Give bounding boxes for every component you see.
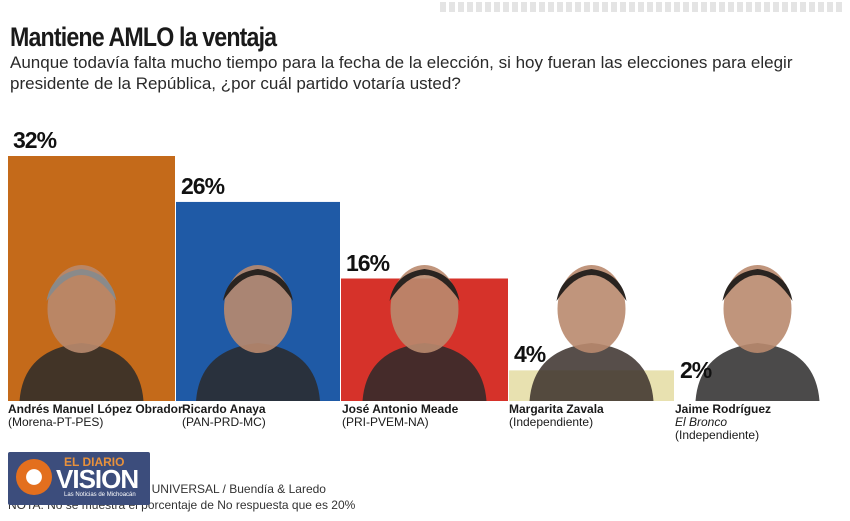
candidate-photo — [19, 265, 144, 401]
bar-value-label: 2% — [680, 356, 712, 383]
candidate-party: (Morena-PT-PES) — [8, 415, 104, 429]
logo-line2: VISION — [56, 464, 139, 494]
chart-title: Mantiene AMLO la ventaja — [10, 22, 277, 52]
candidate-name: Jaime Rodríguez — [675, 402, 772, 416]
bar-value-label: 32% — [13, 127, 57, 153]
candidate-name: Ricardo Anaya — [182, 402, 266, 416]
candidate-party: (Independiente) — [675, 428, 760, 442]
logo-line3: Las Noticias de Michoacán — [64, 492, 136, 498]
brand-logo: EL DIARIO VISION Las Noticias de Michoac… — [8, 452, 150, 505]
candidate-party: (PRI-PVEM-NA) — [342, 415, 429, 429]
candidate-photo — [362, 265, 487, 401]
header-decoration — [440, 2, 845, 12]
logo-ring-icon — [16, 459, 52, 495]
candidate-party: (Independiente) — [509, 415, 594, 429]
chart-subtitle: Aunque todavía falta mucho tiempo para l… — [10, 53, 793, 93]
bar-value-label: 4% — [514, 341, 546, 368]
bar-value-label: 26% — [181, 172, 225, 199]
candidate-label: Andrés Manuel López Obrador (Morena-PT-P… — [8, 402, 183, 429]
candidate-photo — [529, 265, 654, 401]
candidate-label: Ricardo Anaya (PAN-PRD-MC) — [182, 403, 347, 429]
candidate-photo — [695, 265, 820, 401]
candidate-name: Margarita Zavala — [509, 402, 604, 416]
candidate-label: Margarita Zavala (Independiente) — [509, 403, 674, 429]
candidate-alias: El Bronco — [675, 415, 728, 429]
candidate-name: Andrés Manuel López Obrador — [8, 402, 183, 416]
candidate-party: (PAN-PRD-MC) — [182, 415, 266, 429]
candidate-label: José Antonio Meade (PRI-PVEM-NA) — [342, 403, 507, 429]
logo-line1: EL DIARIO — [64, 455, 125, 469]
candidate-photo — [196, 265, 320, 401]
bar-value-label: 16% — [346, 249, 390, 276]
candidate-label: Jaime Rodríguez El Bronco (Independiente… — [675, 403, 840, 442]
candidate-name: José Antonio Meade — [342, 402, 459, 416]
